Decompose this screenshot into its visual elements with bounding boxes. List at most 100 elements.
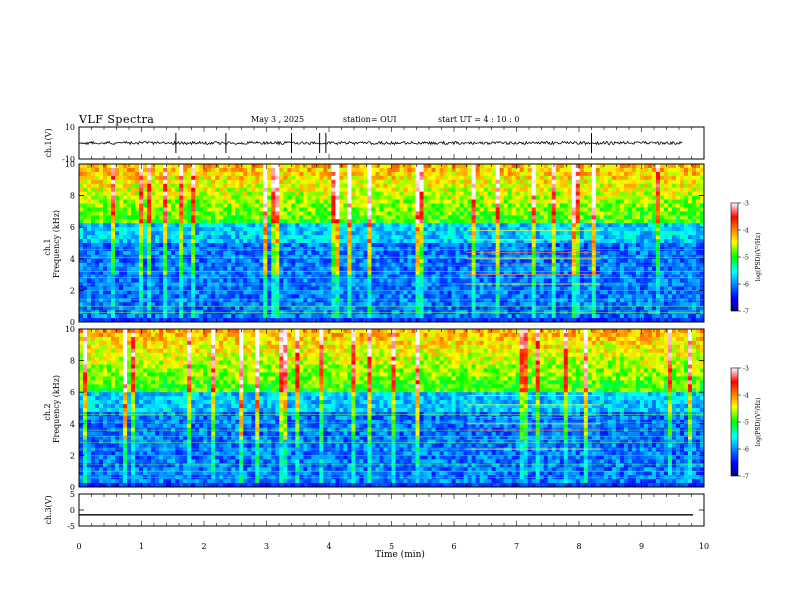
spectrogram-cell	[79, 235, 84, 240]
spectrogram-cell	[567, 258, 573, 264]
spectrogram-cell	[239, 306, 244, 311]
spectrogram-cell	[199, 250, 204, 256]
spectrogram-cell	[447, 199, 452, 204]
spectrogram-cell	[179, 282, 184, 287]
spectrogram-cell	[563, 187, 569, 193]
spectrogram-cell	[139, 306, 144, 311]
spectrogram-cell	[275, 203, 280, 208]
spectrogram-cell	[267, 199, 272, 204]
spectrogram-cell	[347, 314, 352, 319]
spectrogram-cell	[543, 318, 549, 323]
spectrogram-cell	[367, 231, 372, 236]
spectrogram-cell	[499, 215, 505, 220]
spectrogram-cell	[319, 195, 324, 200]
spectrogram-cell	[523, 164, 529, 169]
spectrogram-cell	[539, 235, 545, 240]
spectrogram-cell	[99, 231, 104, 236]
spectrogram-cell	[479, 199, 485, 204]
spectrogram-cell	[167, 294, 172, 299]
spectrogram-cell	[379, 211, 384, 216]
spectrogram-cell	[499, 195, 505, 200]
spectrogram-cell	[479, 167, 485, 173]
spectrogram-cell	[151, 306, 156, 311]
spectrogram-cell	[431, 199, 436, 204]
spectrogram-cell	[271, 290, 276, 295]
spectrogram-cell	[431, 282, 436, 287]
spectrogram-cell	[427, 290, 432, 295]
spectrogram-cell	[451, 187, 457, 193]
spectrogram-cell	[123, 278, 128, 283]
spectrogram-cell	[119, 318, 124, 323]
spectrogram-cell	[231, 164, 236, 169]
spectrogram-cell	[279, 294, 284, 299]
spectrogram-cell	[215, 183, 220, 189]
spectrogram-cell	[107, 306, 112, 311]
spectrogram-cell	[387, 191, 392, 196]
spectrogram-cell	[211, 278, 216, 283]
spectrogram-cell	[79, 282, 84, 287]
spectrogram-cell	[299, 258, 304, 264]
spectrogram-cell	[307, 250, 312, 256]
spectrogram-cell	[547, 199, 553, 204]
spectrogram-cell	[211, 227, 216, 232]
spectrogram-cell	[503, 211, 509, 216]
spectrogram-cell	[515, 195, 521, 200]
spectrogram-cell	[263, 278, 268, 283]
spectrogram-cell	[371, 175, 376, 181]
spectrogram-cell	[131, 167, 136, 173]
spectrogram-cell	[339, 302, 344, 307]
spectrogram-cell	[203, 318, 208, 323]
spectrogram-cell	[519, 294, 525, 299]
spectrogram-cell	[195, 195, 200, 200]
spectrogram-cell	[487, 294, 493, 299]
spectrogram-cell	[211, 266, 216, 272]
spectrogram-cell	[151, 282, 156, 287]
spectrogram-cell	[439, 199, 444, 204]
spectrogram-cell	[151, 183, 156, 189]
spectrogram-cell	[419, 250, 424, 256]
spectrogram-cell	[287, 175, 292, 181]
spectrogram-cell	[459, 258, 465, 264]
spectrogram-cell	[447, 183, 452, 189]
spectrogram-cell	[527, 286, 533, 291]
spectrogram-cell	[195, 298, 200, 303]
spectrogram-cell	[187, 286, 192, 291]
spectrogram-cell	[127, 223, 132, 228]
spectrogram-cell	[539, 187, 545, 193]
spectrogram-cell	[275, 278, 280, 283]
spectrogram-cell	[439, 250, 444, 256]
spectrogram-cell	[135, 199, 140, 204]
spectrogram-cell	[347, 175, 352, 181]
spectrogram-cell	[503, 231, 509, 236]
spectrogram-cell	[439, 294, 444, 299]
spectrogram-cell	[143, 286, 148, 291]
spectrogram-cell	[275, 302, 280, 307]
spectrogram-cell	[167, 314, 172, 319]
spectrogram-cell	[519, 203, 525, 208]
spectrogram-cell	[147, 211, 152, 216]
spectrogram-cell	[83, 302, 88, 307]
spectrogram-cell	[463, 195, 469, 200]
spectrogram-cell	[383, 167, 388, 173]
spectrogram-cell	[83, 298, 88, 303]
spectrogram-cell	[291, 235, 296, 240]
spectrogram-cell	[483, 258, 489, 264]
spectrogram-cell	[423, 318, 428, 323]
spectrogram-cell	[571, 266, 577, 272]
spectrogram-cell	[331, 211, 336, 216]
spectrogram-cell	[215, 270, 220, 275]
spectrogram-cell	[207, 278, 212, 283]
spectrogram-cell	[303, 298, 308, 303]
spectrogram-cell	[223, 191, 228, 196]
spectrogram-cell	[215, 314, 220, 319]
spectrogram-cell	[203, 239, 208, 244]
spectrogram-cell	[231, 227, 236, 232]
spectrogram-cell	[523, 175, 529, 181]
spectrogram-cell	[451, 179, 457, 185]
spectrogram-cell	[407, 266, 412, 272]
spectrogram-cell	[335, 183, 340, 189]
spectrogram-cell	[399, 258, 404, 264]
spectrogram-cell	[327, 211, 332, 216]
spectrogram-cell	[527, 274, 533, 279]
spectrogram-cell	[371, 211, 376, 216]
